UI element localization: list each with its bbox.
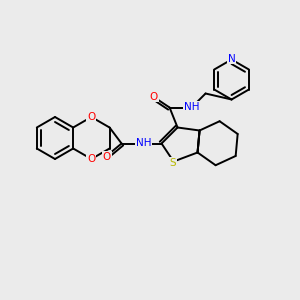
Text: N: N [228,53,236,64]
Text: S: S [169,158,176,167]
Text: O: O [149,92,158,101]
Text: NH: NH [136,137,151,148]
Text: O: O [87,154,95,164]
Text: O: O [102,152,111,161]
Text: O: O [87,112,95,122]
Text: NH: NH [184,101,199,112]
